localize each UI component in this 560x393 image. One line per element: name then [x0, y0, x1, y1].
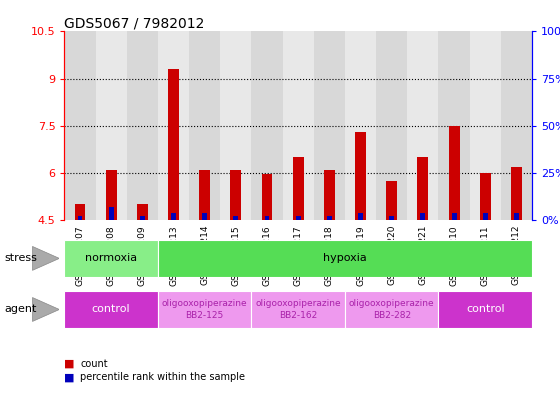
- Text: oligooxopiperazine
BB2-125: oligooxopiperazine BB2-125: [162, 299, 248, 320]
- Text: ■: ■: [64, 372, 75, 382]
- Bar: [171, 213, 176, 220]
- Text: percentile rank within the sample: percentile rank within the sample: [80, 372, 245, 382]
- Bar: [220, 31, 251, 220]
- Text: hypoxia: hypoxia: [323, 253, 367, 263]
- Bar: [189, 31, 220, 220]
- Text: ■: ■: [64, 358, 75, 369]
- Bar: [168, 69, 179, 220]
- Text: stress: stress: [4, 253, 38, 263]
- Text: count: count: [80, 358, 108, 369]
- Bar: [407, 31, 438, 220]
- Bar: [127, 31, 158, 220]
- Bar: [158, 291, 251, 328]
- Bar: [64, 31, 96, 220]
- Bar: [421, 213, 426, 220]
- Bar: [251, 291, 345, 328]
- Bar: [296, 216, 301, 220]
- Bar: [345, 31, 376, 220]
- Bar: [314, 31, 345, 220]
- Text: control: control: [92, 305, 130, 314]
- Bar: [283, 31, 314, 220]
- Bar: [501, 31, 532, 220]
- Bar: [199, 170, 210, 220]
- Bar: [74, 204, 86, 220]
- Bar: [234, 216, 239, 220]
- Bar: [438, 291, 532, 328]
- Bar: [324, 170, 335, 220]
- Bar: [514, 213, 519, 220]
- Bar: [158, 240, 532, 277]
- Bar: [109, 207, 114, 220]
- Bar: [470, 31, 501, 220]
- Bar: [358, 213, 363, 220]
- Bar: [230, 170, 241, 220]
- Bar: [480, 173, 491, 220]
- Bar: [264, 216, 269, 220]
- Bar: [417, 157, 428, 220]
- Text: control: control: [466, 305, 505, 314]
- Bar: [106, 170, 116, 220]
- Bar: [386, 181, 397, 220]
- Text: agent: agent: [4, 305, 37, 314]
- Bar: [158, 31, 189, 220]
- Bar: [64, 291, 158, 328]
- Polygon shape: [32, 246, 59, 270]
- Bar: [140, 216, 145, 220]
- Polygon shape: [32, 298, 59, 321]
- Bar: [262, 174, 273, 220]
- Bar: [389, 216, 394, 220]
- Bar: [251, 31, 283, 220]
- Bar: [451, 213, 456, 220]
- Text: oligooxopiperazine
BB2-162: oligooxopiperazine BB2-162: [255, 299, 341, 320]
- Bar: [77, 216, 82, 220]
- Bar: [137, 204, 148, 220]
- Bar: [202, 213, 207, 220]
- Text: GDS5067 / 7982012: GDS5067 / 7982012: [64, 16, 205, 30]
- Text: normoxia: normoxia: [85, 253, 137, 263]
- Bar: [355, 132, 366, 220]
- Bar: [64, 240, 158, 277]
- Bar: [327, 216, 332, 220]
- Bar: [449, 126, 460, 220]
- Bar: [293, 157, 304, 220]
- Bar: [438, 31, 470, 220]
- Bar: [483, 213, 488, 220]
- Bar: [376, 31, 407, 220]
- Text: oligooxopiperazine
BB2-282: oligooxopiperazine BB2-282: [349, 299, 435, 320]
- Bar: [511, 167, 522, 220]
- Bar: [345, 291, 438, 328]
- Bar: [96, 31, 127, 220]
